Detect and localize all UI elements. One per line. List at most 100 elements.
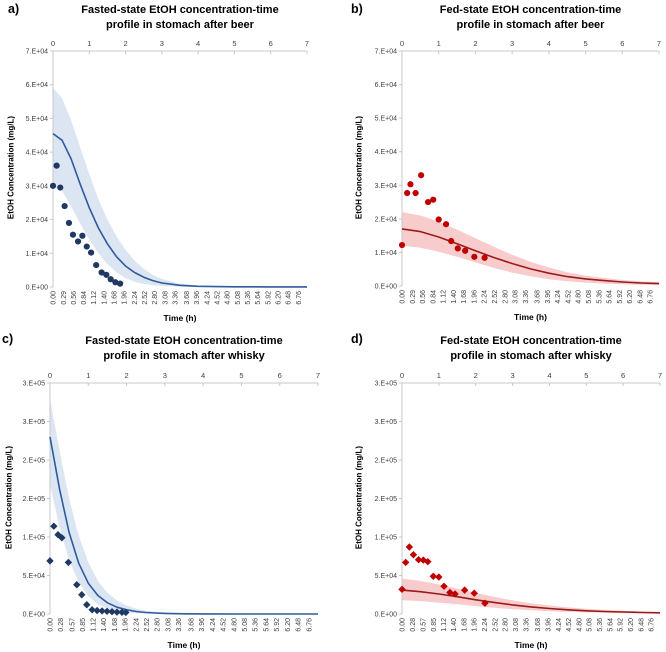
y-axis-tick-label: 7.E+04 — [26, 49, 48, 56]
bottom-axis-tick-label: 3.08 — [513, 290, 520, 304]
observed-point — [70, 232, 76, 238]
observed-point — [62, 203, 68, 209]
y-axis-tick-label: 0.E+00 — [23, 612, 45, 619]
top-axis-tick-label: 4 — [547, 371, 551, 380]
bottom-axis-tick-label: 1.12 — [91, 291, 98, 305]
bottom-axis-tick-label: 0.57 — [69, 618, 76, 632]
y-axis-tick-label: 1.E+05 — [23, 535, 45, 542]
top-axis-tick-label: 4 — [201, 371, 205, 380]
bottom-axis-tick-label: 4.52 — [566, 618, 573, 632]
observed-point — [66, 220, 72, 226]
top-axis-tick-label: 4 — [196, 39, 200, 48]
confidence-band — [402, 212, 659, 285]
y-axis-tick-label: 1.E+05 — [375, 535, 397, 542]
observed-point — [412, 190, 418, 196]
bottom-axis-tick-label: 5.64 — [255, 291, 262, 305]
panel-title-line1: Fed-state EtOH concentration-time — [391, 3, 666, 18]
bottom-axis-tick-label: 0.28 — [410, 618, 417, 632]
confidence-band — [50, 398, 318, 614]
panel-letter: d) — [351, 332, 363, 346]
bottom-axis-tick-label: 2.52 — [144, 618, 151, 632]
panel-title-line2: profile in stomach after beer — [40, 18, 320, 33]
top-axis-tick-label: 6 — [621, 371, 625, 380]
bottom-axis-tick-label: 2.24 — [482, 290, 489, 304]
y-axis-tick-label: 7.E+04 — [375, 49, 397, 56]
y-axis-tick-label: 1.E+04 — [375, 250, 397, 257]
bottom-axis-tick-label: 3.08 — [162, 291, 169, 305]
observed-point — [88, 250, 94, 256]
panel-title-line2: profile in stomach after whisky — [391, 349, 666, 364]
bottom-axis-tick-label: 0.56 — [71, 291, 78, 305]
bottom-axis-tick-label: 0.56 — [420, 290, 427, 304]
bottom-axis-tick-label: 5.64 — [607, 618, 614, 632]
bottom-axis-tick-label: 0.57 — [421, 618, 428, 632]
bottom-axis-tick-label: 2.24 — [482, 618, 489, 632]
y-axis-tick-label: 0.E+00 — [375, 284, 397, 291]
observed-point — [471, 254, 477, 260]
observed-point — [410, 551, 417, 558]
bottom-axis-tick-label: 6.20 — [275, 291, 282, 305]
top-axis-tick-label: 1 — [87, 39, 91, 48]
bottom-axis-tick-label: 0.85 — [431, 618, 438, 632]
bottom-axis-tick-label: 0.00 — [400, 290, 407, 304]
observed-point — [117, 281, 123, 287]
observed-point — [54, 163, 60, 169]
top-axis-tick-label: 7 — [316, 371, 320, 380]
bottom-axis-tick-label: 6.48 — [637, 290, 644, 304]
bottom-axis-tick-label: 0.00 — [400, 618, 407, 632]
bottom-axis-tick-label: 4.80 — [576, 618, 583, 632]
y-axis-tick-label: 2.E+05 — [23, 458, 45, 465]
observed-point — [46, 557, 53, 564]
bottom-axis-tick-label: 3.96 — [545, 618, 552, 632]
y-axis-tick-label: 2.E+05 — [375, 496, 397, 503]
observed-point — [418, 172, 424, 178]
bottom-axis-tick-label: 3.08 — [165, 618, 172, 632]
y-axis-tick-label: 6.E+04 — [375, 82, 397, 89]
bottom-axis-tick-label: 2.24 — [133, 618, 140, 632]
top-axis-tick-label: 6 — [620, 39, 624, 48]
bottom-axis-tick-label: 5.92 — [274, 618, 281, 632]
bottom-axis-tick-label: 3.96 — [545, 290, 552, 304]
top-axis-tick-label: 6 — [269, 39, 273, 48]
panel-title: Fed-state EtOH concentration-time profil… — [391, 334, 666, 363]
y-axis-title: EtOH Concentration (mg/L) — [355, 387, 364, 607]
top-axis-tick-label: 5 — [232, 39, 236, 48]
bottom-axis-tick-label: 3.36 — [523, 290, 530, 304]
bottom-axis-tick-label: 1.12 — [90, 618, 97, 632]
bottom-axis-tick-label: 1.68 — [111, 291, 118, 305]
bottom-axis-tick-label: 6.48 — [638, 618, 645, 632]
observed-point — [482, 255, 488, 261]
y-axis-tick-label: 2.E+05 — [23, 496, 45, 503]
bottom-axis-tick-label: 3.68 — [188, 618, 195, 632]
top-axis-tick-label: 3 — [510, 39, 514, 48]
bottom-axis-tick-label: 5.08 — [235, 291, 242, 305]
top-axis-tick-label: 7 — [658, 371, 662, 380]
bottom-axis-tick-label: 5.92 — [618, 618, 625, 632]
observed-point — [404, 190, 410, 196]
bottom-axis-tick-label: 5.64 — [263, 618, 270, 632]
top-axis-tick-label: 5 — [583, 39, 587, 48]
panel-title-line2: profile in stomach after beer — [391, 18, 666, 33]
bottom-axis-tick-label: 5.92 — [265, 291, 272, 305]
top-axis-tick-label: 5 — [584, 371, 588, 380]
bottom-axis-tick-label: 5.08 — [586, 290, 593, 304]
panel-title-line1: Fed-state EtOH concentration-time — [391, 334, 666, 349]
bottom-axis-tick-label: 4.80 — [231, 618, 238, 632]
observed-point — [50, 523, 57, 530]
bottom-axis-tick-label: 1.96 — [122, 291, 129, 305]
top-axis-tick-label: 2 — [473, 39, 477, 48]
y-axis-tick-label: 5.E+04 — [26, 116, 48, 123]
y-axis-tick-label: 0.E+00 — [26, 285, 48, 292]
bottom-axis-tick-label: 5.36 — [253, 618, 260, 632]
confidence-band — [402, 579, 660, 614]
observed-point — [448, 238, 454, 244]
top-axis-tick-label: 2 — [474, 371, 478, 380]
bottom-axis-tick-label: 1.96 — [123, 618, 130, 632]
top-axis-tick-label: 1 — [437, 371, 441, 380]
bottom-axis-tick-label: 4.80 — [576, 290, 583, 304]
top-axis-tick-label: 6 — [278, 371, 282, 380]
bottom-axis-tick-label: 0.28 — [58, 618, 65, 632]
